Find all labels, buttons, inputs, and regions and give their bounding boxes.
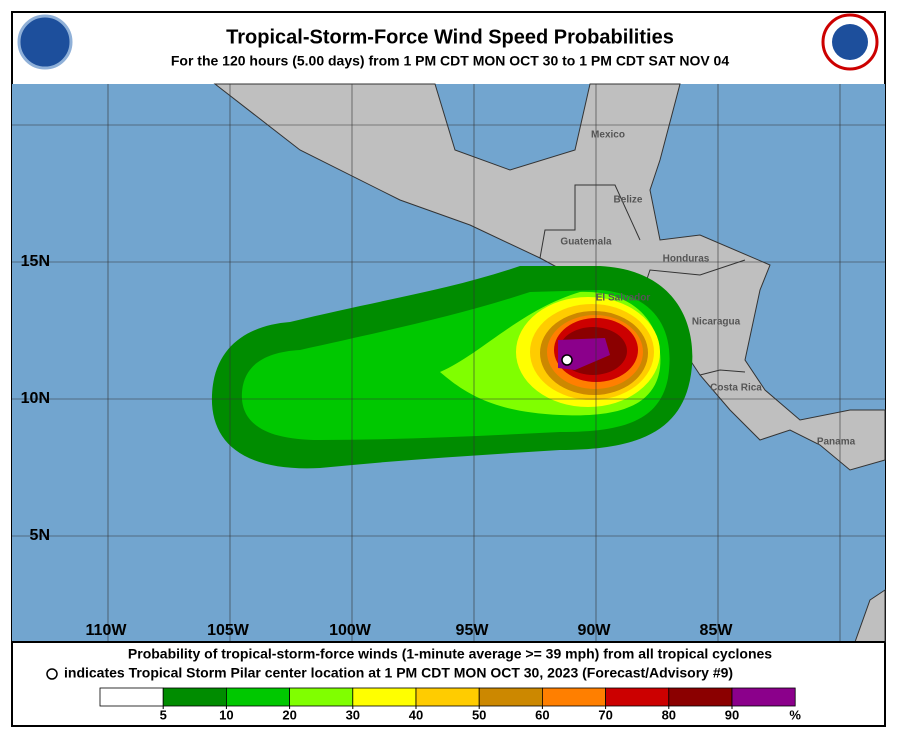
legend-swatch [542,687,607,707]
lon-label: 105W [207,622,250,639]
legend-swatch [478,687,543,707]
lon-label: 90W [578,622,612,639]
title: Tropical-Storm-Force Wind Speed Probabil… [226,26,674,48]
legend-label: 5 [160,707,167,722]
noaa-logo [17,14,73,70]
legend-swatch [415,687,480,707]
lat-label: 10N [21,390,50,407]
footer-line1: Probability of tropical-storm-force wind… [128,646,772,662]
center-symbol [46,668,58,680]
storm-center [561,354,573,366]
legend-label: 70 [598,707,612,722]
legend-label: 90 [725,707,739,722]
lat-label: 5N [30,527,50,544]
country-label: Costa Rica [710,383,762,394]
lat-label: 15N [21,253,50,270]
legend-label: 60 [535,707,549,722]
legend-swatch [289,687,354,707]
map: 15N 10N 5N 110W 105W 100W 95W 90W 85W Mexico Beliz… [12,83,886,643]
country-label: El Salvador [596,293,651,304]
legend-swatch [225,687,290,707]
lon-label: 95W [456,622,490,639]
lon-label: 100W [329,622,372,639]
legend-label: 30 [346,707,360,722]
country-label: Nicaragua [692,317,741,328]
legend-label: 10 [219,707,233,722]
legend-label: 40 [409,707,423,722]
subtitle: For the 120 hours (5.00 days) from 1 PM … [171,53,729,69]
legend-swatch [668,687,733,707]
legend-label: 50 [472,707,486,722]
nws-logo-inner [832,24,868,60]
footer-line2: indicates Tropical Storm Pilar center lo… [64,665,733,681]
country-label: Honduras [663,254,710,265]
graticule: 15N 10N 5N 110W 105W 100W 95W 90W 85W Mexico Beliz… [12,84,885,642]
legend-label: 20 [282,707,296,722]
probability-contours [211,266,693,469]
legend-swatch [162,687,227,707]
legend-swatch [352,687,417,707]
legend-swatch [731,687,796,707]
country-label: Panama [817,437,856,448]
country-label: Belize [614,195,643,206]
lon-label: 85W [700,622,734,639]
country-label: Mexico [591,130,625,141]
legend-swatch [99,687,164,707]
legend: 5 10 20 30 40 50 60 70 80 90% [99,687,801,722]
legend-label: 80 [662,707,676,722]
country-label: Guatemala [560,237,612,248]
legend-swatch [605,687,670,707]
legend-unit: % [789,707,801,722]
lon-label: 110W [86,622,128,639]
